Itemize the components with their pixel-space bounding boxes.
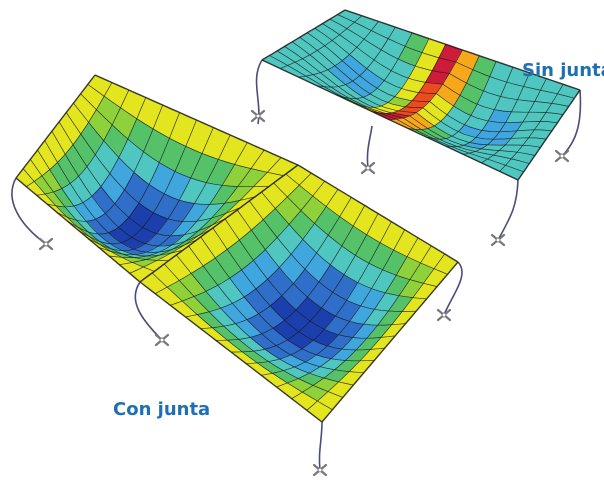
- mesh-line: [15, 74, 96, 179]
- mesh-line: [426, 61, 497, 140]
- mesh-line: [298, 21, 379, 78]
- mesh-line: [463, 72, 530, 155]
- membrane-with-joint-right-panel: [134, 164, 463, 477]
- mesh-line: [30, 159, 169, 262]
- mesh-line: [215, 205, 366, 341]
- mesh-line: [58, 121, 227, 237]
- anchor-point: [43, 241, 49, 247]
- mesh-line: [389, 49, 463, 121]
- mesh-line: [334, 32, 413, 99]
- membrane-without-joint: [250, 9, 582, 247]
- label-con-junta: Con junta: [113, 399, 211, 420]
- mesh-line: [51, 131, 212, 247]
- cable: [11, 177, 47, 245]
- mesh-line: [67, 112, 180, 235]
- mesh-line: [155, 172, 312, 295]
- anchor-point: [317, 467, 323, 473]
- mesh-line: [119, 149, 265, 266]
- mesh-line: [77, 119, 197, 245]
- membrane-with-joint-left-panel: [11, 74, 299, 283]
- mesh-line: [108, 142, 248, 258]
- mesh-line: [26, 82, 113, 187]
- anchor-point: [365, 165, 371, 171]
- anchor-point: [159, 337, 165, 343]
- mesh-line: [139, 164, 299, 283]
- mesh-line: [129, 157, 282, 274]
- mesh-line: [299, 37, 547, 140]
- mesh-line: [246, 221, 392, 365]
- mesh-line: [15, 177, 141, 283]
- mesh-line: [329, 18, 569, 107]
- mesh-line: [408, 55, 480, 130]
- mesh-line: [314, 27, 558, 124]
- mesh-line: [80, 93, 270, 188]
- cable: [366, 125, 373, 169]
- mesh-line: [66, 112, 241, 223]
- mesh-line: [291, 41, 541, 148]
- mesh-line: [170, 180, 325, 306]
- mesh-line: [481, 78, 547, 164]
- cable: [318, 421, 323, 471]
- mesh-line: [200, 197, 352, 330]
- mesh-line: [322, 23, 564, 115]
- mesh-line: [44, 140, 198, 253]
- mesh-line: [94, 74, 299, 166]
- mesh-line: [284, 46, 535, 156]
- mesh-line: [22, 168, 155, 272]
- mesh-line: [261, 59, 519, 181]
- mesh-line: [73, 102, 255, 205]
- mesh-line: [231, 213, 379, 353]
- mesh-line: [517, 89, 581, 181]
- mesh-line: [185, 189, 339, 318]
- mesh-line: [337, 14, 575, 99]
- mesh-line: [280, 15, 363, 69]
- mesh-line: [261, 229, 406, 376]
- mesh-line: [87, 84, 284, 176]
- mesh-line: [371, 44, 447, 114]
- mesh-line: [57, 104, 164, 222]
- cable: [443, 261, 463, 316]
- mesh-line: [276, 237, 419, 388]
- mesh-line: [269, 55, 524, 173]
- mesh-line: [353, 38, 430, 108]
- anchor-point: [441, 312, 447, 318]
- mesh-line: [499, 84, 564, 172]
- mesh-line: [37, 149, 184, 257]
- mesh-line: [88, 127, 214, 252]
- mesh-line: [46, 97, 147, 208]
- anchor-point: [495, 237, 501, 243]
- anchor-point: [559, 153, 565, 159]
- mesh-line: [98, 134, 231, 256]
- mesh-line: [291, 245, 432, 399]
- anchor-point: [255, 113, 261, 119]
- mesh-line: [306, 253, 445, 411]
- mesh-line: [307, 32, 552, 133]
- mesh-line: [321, 261, 459, 423]
- mesh-line: [316, 26, 396, 88]
- mesh-line: [261, 9, 346, 61]
- mesh-line: [36, 89, 130, 196]
- cable: [497, 179, 519, 241]
- mesh-line: [276, 50, 530, 164]
- label-sin-junta: Sin junta: [522, 60, 604, 81]
- mesh-line: [344, 9, 581, 91]
